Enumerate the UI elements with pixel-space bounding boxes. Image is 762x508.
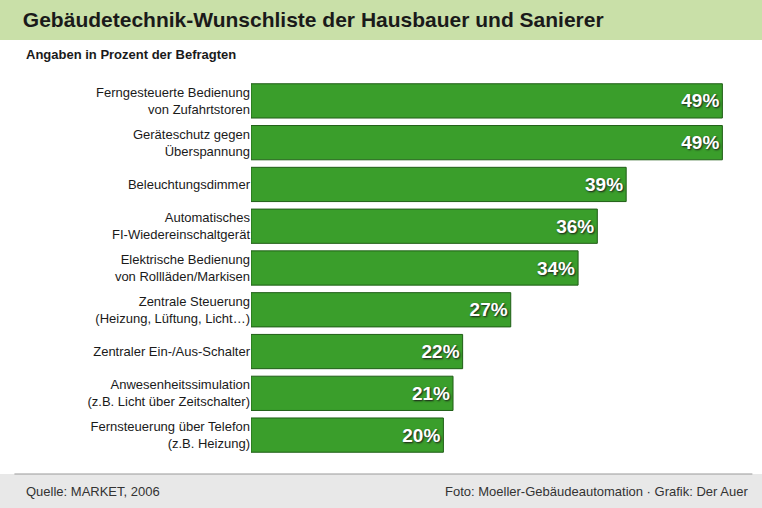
svg-text:Ferngesteuerte Bedienungvon Zu: Ferngesteuerte Bedienungvon Zufahrtstore… <box>96 85 250 117</box>
svg-text:Foto: Moeller-Gebäudeautomatio: Foto: Moeller-Gebäudeautomation · Grafik… <box>445 484 748 499</box>
svg-text:AutomatischesFI-Wiedereinschal: AutomatischesFI-Wiedereinschaltgerät <box>112 210 250 242</box>
svg-text:Beleuchtungsdimmer: Beleuchtungsdimmer <box>128 177 251 192</box>
svg-text:22%: 22% <box>422 341 460 362</box>
svg-text:20%: 20% <box>402 425 440 446</box>
svg-text:49%: 49% <box>681 132 719 153</box>
svg-text:Zentrale Steuerung(Heizung, Lü: Zentrale Steuerung(Heizung, Lüftung, Lic… <box>95 294 250 326</box>
svg-text:Quelle: MARKET, 2006: Quelle: MARKET, 2006 <box>26 484 160 499</box>
svg-text:Anwesenheitssimulation(z.B. Li: Anwesenheitssimulation(z.B. Licht über Z… <box>87 377 250 409</box>
svg-text:21%: 21% <box>412 383 450 404</box>
svg-text:36%: 36% <box>556 216 594 237</box>
svg-text:39%: 39% <box>585 174 623 195</box>
svg-text:Geräteschutz gegenÜberspannung: Geräteschutz gegenÜberspannung <box>133 127 250 159</box>
svg-text:Zentraler Ein-/Aus-Schalter: Zentraler Ein-/Aus-Schalter <box>93 344 250 359</box>
svg-text:27%: 27% <box>470 299 508 320</box>
svg-text:Elektrische Bedienungvon Rolll: Elektrische Bedienungvon Rollläden/Marki… <box>115 252 250 284</box>
svg-text:34%: 34% <box>537 258 575 279</box>
svg-text:Fernsteuerung über Telefon(z.B: Fernsteuerung über Telefon(z.B. Heizung) <box>91 419 250 451</box>
svg-text:49%: 49% <box>681 90 719 111</box>
svg-text:Angaben in Prozent der Befragt: Angaben in Prozent der Befragten <box>26 47 236 62</box>
svg-text:Gebäudetechnik-Wunschliste der: Gebäudetechnik-Wunschliste der Hausbauer… <box>23 8 604 31</box>
